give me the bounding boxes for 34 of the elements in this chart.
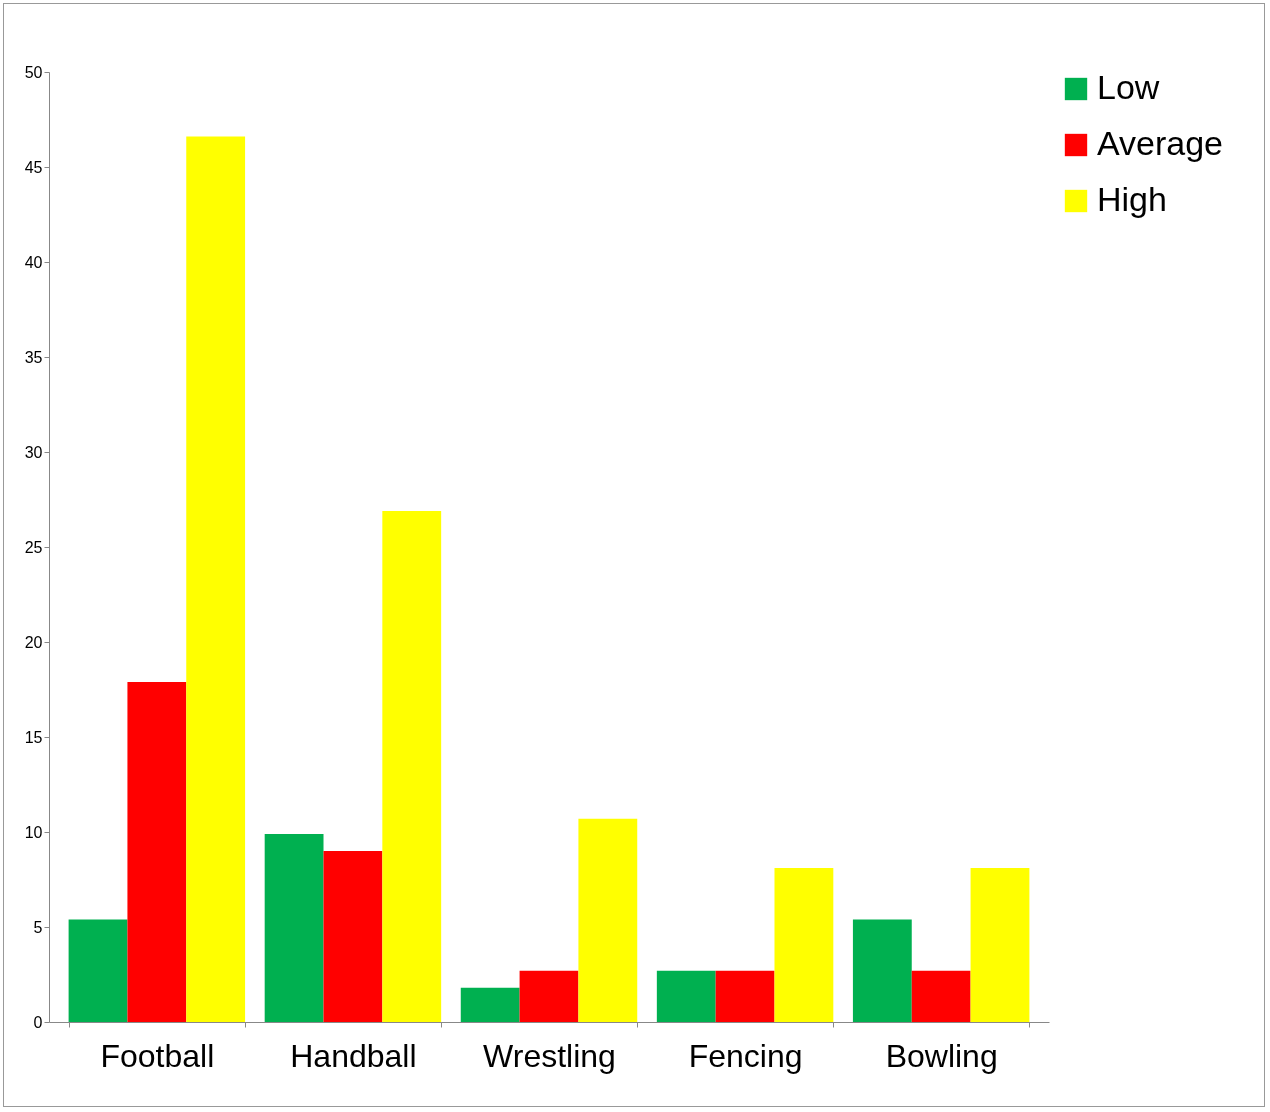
legend-label: Average (1097, 124, 1224, 162)
bar (774, 868, 834, 1022)
x-tick-label: Football (100, 1037, 215, 1074)
y-tick-label: 30 (24, 443, 43, 461)
x-tick-label: Handball (290, 1037, 417, 1074)
bar (186, 136, 246, 1022)
bar (715, 970, 775, 1022)
y-tick-label: 45 (24, 158, 43, 176)
bar (68, 919, 128, 1022)
legend-label: High (1097, 180, 1167, 218)
y-tick-label: 20 (24, 633, 43, 651)
y-tick-label: 0 (33, 1013, 43, 1031)
y-tick-label: 5 (33, 918, 43, 936)
y-tick-label: 50 (24, 63, 43, 81)
y-tick-label: 35 (24, 348, 43, 366)
bar (382, 510, 442, 1022)
bar (578, 818, 638, 1022)
bar (852, 919, 912, 1022)
bar (460, 987, 520, 1022)
x-tick-label: Fencing (688, 1037, 803, 1074)
bar (519, 970, 579, 1022)
y-tick-label: 15 (24, 728, 43, 746)
y-tick-label: 10 (24, 823, 43, 841)
bar (911, 970, 971, 1022)
x-tick-label: Wrestling (483, 1037, 616, 1074)
bar (970, 868, 1030, 1022)
legend-label: Low (1097, 68, 1160, 106)
bar (264, 833, 324, 1022)
y-tick-label: 40 (24, 253, 43, 271)
bar (656, 970, 716, 1022)
y-tick-label: 25 (24, 538, 43, 556)
bar (127, 681, 187, 1022)
x-tick-label: Bowling (885, 1037, 998, 1074)
bar (323, 851, 383, 1022)
